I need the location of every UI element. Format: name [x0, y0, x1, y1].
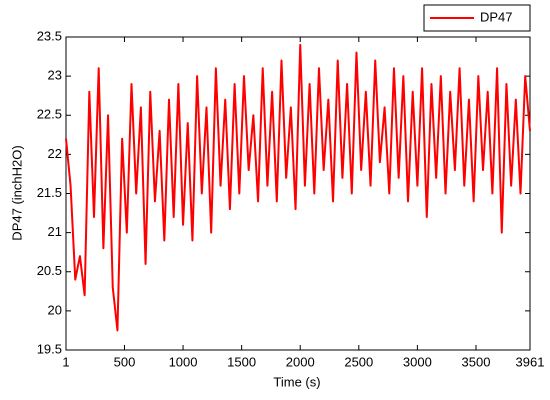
- legend-label: DP47: [480, 9, 513, 24]
- y-tick-label: 19.5: [37, 341, 62, 356]
- x-tick-label: 1: [62, 354, 69, 369]
- x-tick-label: 2500: [344, 354, 373, 369]
- y-tick-label: 23: [48, 68, 62, 83]
- x-tick-label: 500: [114, 354, 136, 369]
- y-tick-label: 21.5: [37, 185, 62, 200]
- data-line: [65, 43, 531, 332]
- x-tick-label: 1000: [169, 354, 198, 369]
- x-axis-label: Time (s): [273, 374, 320, 389]
- y-tick-label: 22: [48, 146, 62, 161]
- x-tick-label: 1500: [227, 354, 256, 369]
- y-axis-label: DP47 (inchH2O): [9, 145, 24, 240]
- x-tick-label: 3500: [462, 354, 491, 369]
- y-tick-label: 21: [48, 224, 62, 239]
- y-tick-label: 23.5: [37, 28, 62, 43]
- x-tick-label: 3000: [403, 354, 432, 369]
- y-tick-label: 20: [48, 302, 62, 317]
- x-tick-label: 2000: [286, 354, 315, 369]
- x-tick-label: 3961: [516, 354, 545, 369]
- y-tick-label: 22.5: [37, 107, 62, 122]
- y-tick-label: 20.5: [37, 263, 62, 278]
